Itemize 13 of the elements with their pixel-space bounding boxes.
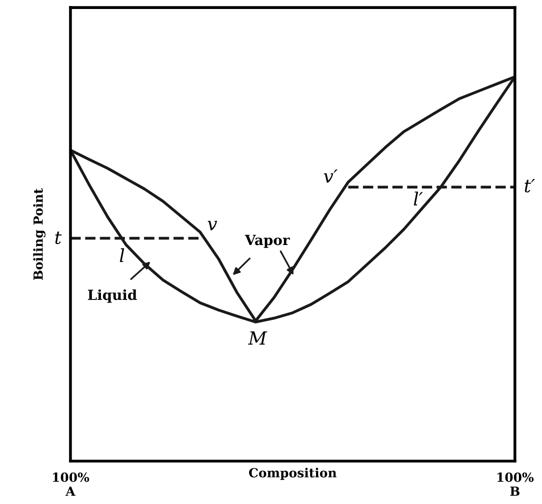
annotation: l′ bbox=[414, 192, 423, 206]
text: t′ bbox=[524, 179, 536, 192]
annotation: Vapor bbox=[244, 234, 290, 248]
x-tick-label: 100% B bbox=[497, 472, 534, 496]
y-axis-title: Boiling Point bbox=[33, 188, 46, 280]
annotation: l bbox=[120, 248, 124, 262]
annotation: v′ bbox=[324, 169, 338, 183]
text: t bbox=[55, 232, 62, 244]
x-tick-label: 100% A bbox=[53, 472, 90, 496]
annotation: v bbox=[208, 220, 218, 230]
annotation: Liquid bbox=[88, 289, 137, 303]
annotation: M bbox=[248, 331, 268, 345]
x-axis-title: Composition bbox=[249, 468, 337, 480]
